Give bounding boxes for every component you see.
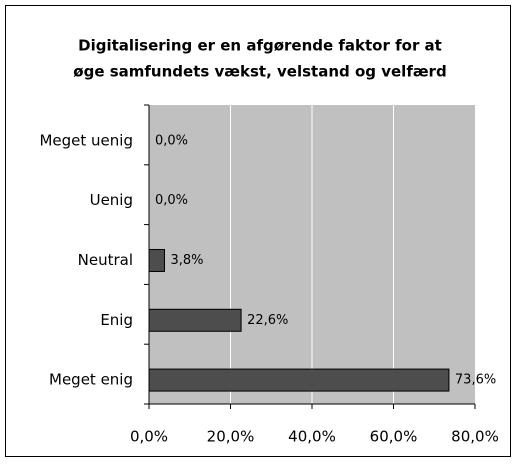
bar xyxy=(148,308,242,332)
bar xyxy=(148,368,450,392)
y-tick-label: Neutral xyxy=(78,251,133,269)
y-tick-label: Meget enig xyxy=(49,371,133,389)
y-tick-label: Uenig xyxy=(90,191,133,209)
chart-title: Digitalisering er en afgørende faktor fo… xyxy=(78,37,442,55)
chart-title: øge samfundets vækst, velstand og velfær… xyxy=(73,63,446,81)
y-tick-label: Meget uenig xyxy=(39,131,133,149)
data-label: 0,0% xyxy=(155,193,188,208)
data-label: 3,8% xyxy=(170,253,203,268)
data-label: 22,6% xyxy=(247,313,288,328)
x-tick-label: 20,0% xyxy=(207,428,255,446)
x-tick-label: 0,0% xyxy=(130,428,168,446)
data-label: 73,6% xyxy=(455,373,496,388)
bar xyxy=(148,248,165,272)
data-label: 0,0% xyxy=(155,133,188,148)
x-tick-label: 40,0% xyxy=(288,428,336,446)
y-tick-label: Enig xyxy=(100,311,133,329)
x-tick-label: 80,0% xyxy=(451,428,499,446)
x-tick-label: 60,0% xyxy=(370,428,418,446)
